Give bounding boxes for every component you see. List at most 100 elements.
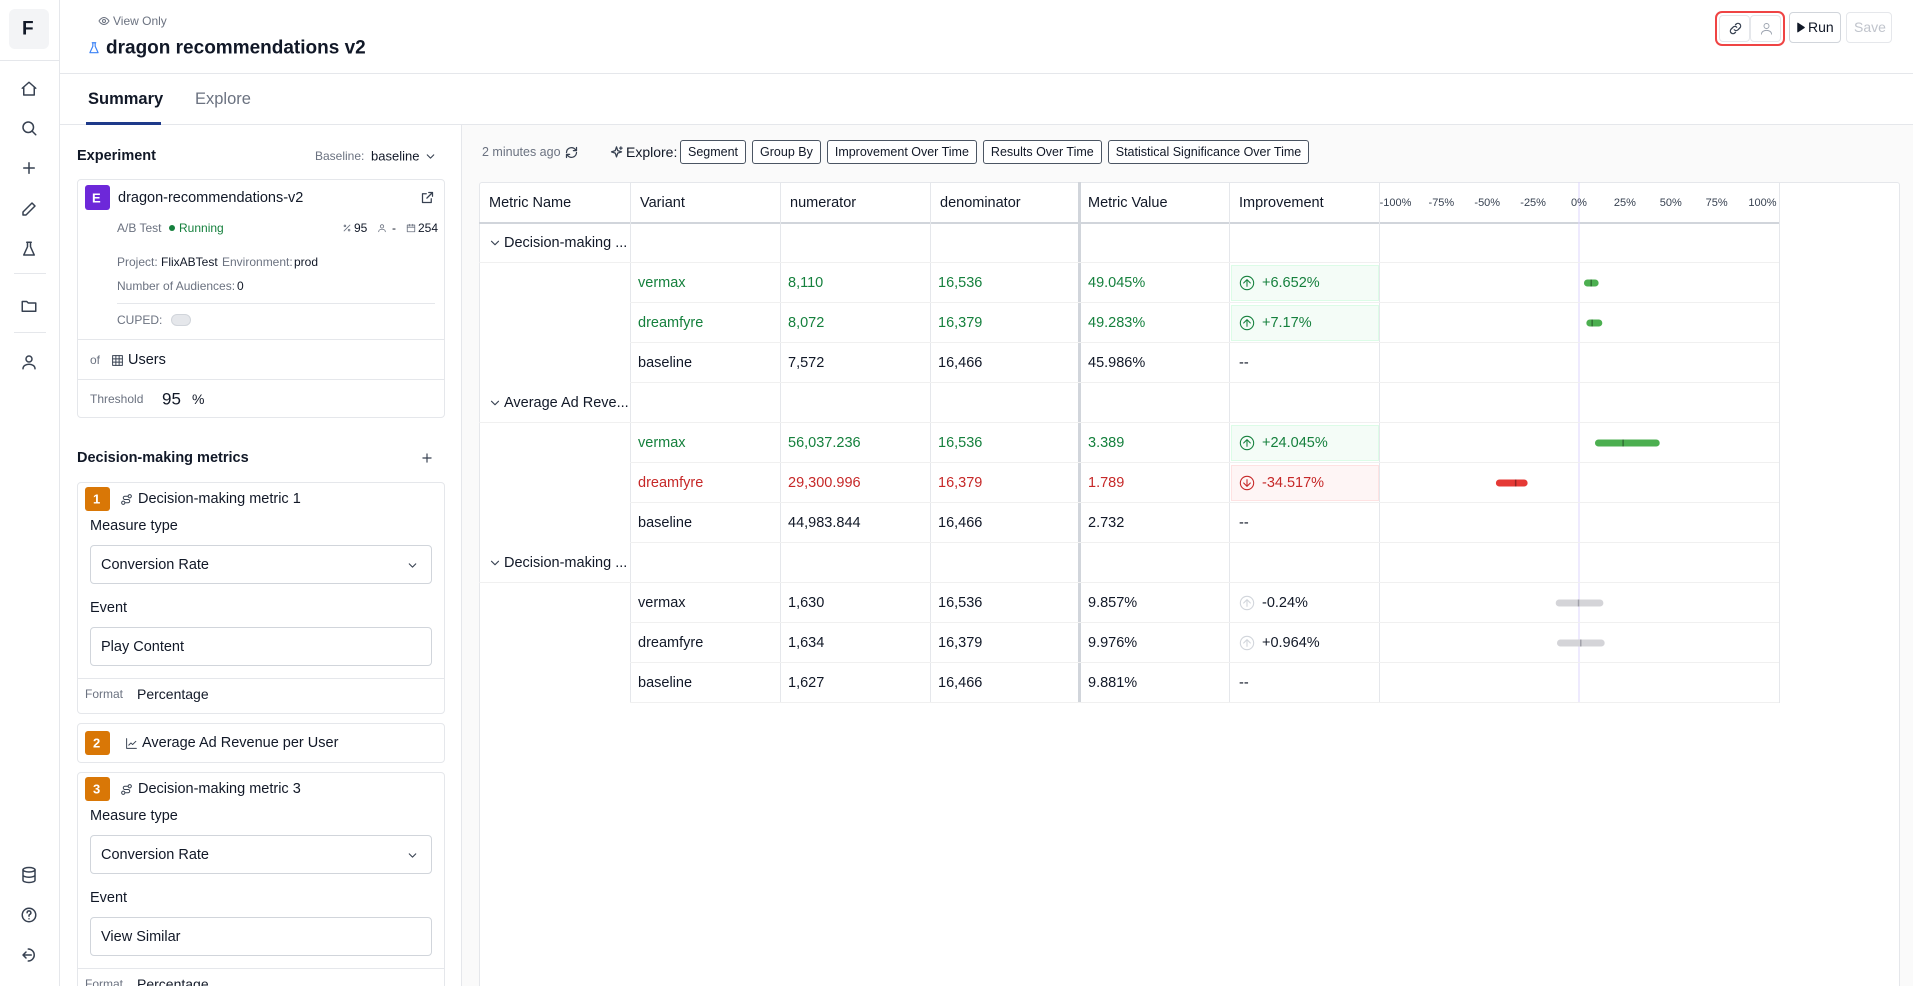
experiment-card [77,179,445,418]
nav-logout[interactable] [20,946,38,964]
column-divider [1229,182,1230,703]
variant: vermax [638,274,686,291]
confidence: 95 [354,221,368,235]
refresh[interactable] [564,145,579,160]
nav-home[interactable] [20,80,38,98]
tab[interactable]: Explore [195,89,251,108]
baseline-select[interactable]: baseline [371,148,420,164]
metric-icon [125,737,137,749]
nav-plus[interactable] [20,159,38,177]
select[interactable] [90,545,432,584]
denominator: 16,379 [938,314,983,331]
external-link[interactable] [420,190,435,205]
explore-label: Explore: [626,144,678,160]
days: 254 [418,221,439,235]
variant: baseline [638,674,693,691]
status-dot [169,225,175,231]
significance-icon [1239,275,1255,291]
column-divider [1379,182,1380,703]
header-border [60,73,1913,74]
confidence-icon [343,224,351,232]
metric-badge [85,487,110,511]
collapse-chevron[interactable] [488,236,502,250]
sidebar-divider [0,60,60,61]
nav-user[interactable] [20,353,38,371]
metric-value: 9.976% [1088,634,1138,651]
column-divider [780,182,781,703]
tab[interactable]: Summary [88,89,164,108]
collapse-chevron[interactable] [488,396,502,410]
collapse-chevron[interactable] [488,556,502,570]
logo-box [9,9,49,49]
run-button[interactable] [1789,12,1841,43]
nav-flask[interactable] [20,240,38,258]
baseline-label: Baseline: [315,149,365,163]
denominator: 16,466 [938,514,983,531]
link-button[interactable] [1719,15,1750,42]
metric-group-name[interactable]: Decision-making ... [504,234,628,251]
denominator: 16,379 [938,474,983,491]
play-icon [1796,22,1805,32]
format: Percentage [137,976,209,986]
numerator: 8,110 [788,274,824,291]
threshold-unit: % [192,391,205,407]
chip[interactable]: Improvement Over Time [826,140,977,164]
add-metric[interactable] [420,451,434,465]
metric-group-name[interactable]: Decision-making ... [504,554,628,571]
row-border [630,462,1779,463]
metric-value: 1.789 [1088,474,1125,491]
denominator: 16,466 [938,674,983,691]
audiences-label: Number of Audiences: [117,279,236,293]
sidebar [0,0,60,986]
row-border [630,542,1779,543]
metric-value: 49.045% [1088,274,1146,291]
variant: vermax [638,594,686,611]
chip[interactable]: Group By [752,140,821,164]
share-highlight [1715,11,1785,46]
metric-group-name[interactable]: Average Ad Reve... [504,394,629,411]
status: Running [179,221,224,235]
nav-help[interactable] [20,906,38,924]
chip[interactable]: Results Over Time [982,140,1102,164]
chip[interactable]: Statistical Significance Over Time [1107,140,1310,164]
select-value: Conversion Rate [101,556,209,573]
divider [77,678,445,679]
numerator: 1,634 [788,634,825,651]
calendar-icon [406,223,416,233]
input[interactable] [90,627,432,666]
nav-search[interactable] [20,119,38,137]
variant: vermax [638,434,686,451]
nav-edit[interactable] [20,200,38,218]
section-title: Decision-making metrics [77,449,249,466]
column-divider [630,182,631,703]
variant: baseline [638,354,693,371]
header-border [479,222,1779,224]
chevron [408,562,416,568]
cuped-toggle[interactable] [171,314,191,326]
nav-folder[interactable] [20,297,38,315]
metric-name: Decision-making metric 3 [138,780,301,797]
chevron [426,153,434,159]
select-value: Conversion Rate [101,846,209,863]
format-label: Format [85,687,124,701]
input[interactable] [90,917,432,956]
metric-value: 9.857% [1088,594,1138,611]
metric-name: Average Ad Revenue per User [142,734,339,751]
share-user-button[interactable] [1750,15,1781,42]
column-header: denominator [940,194,1021,211]
cuped-label: CUPED: [117,313,163,327]
significance-icon [1239,635,1255,651]
metric-value: 49.283% [1088,314,1146,331]
row-border [630,382,1779,383]
metric-number: 3 [93,781,101,797]
threshold-box [77,379,445,418]
format-label: Format [85,977,124,986]
nav-db[interactable] [20,866,38,884]
audience-icon [378,224,386,233]
environment: prod [294,255,319,269]
chip[interactable]: Segment [680,140,747,164]
row-border [630,662,1779,663]
select[interactable] [90,835,432,874]
section-title: Experiment [77,147,156,164]
save-button[interactable] [1846,12,1892,43]
